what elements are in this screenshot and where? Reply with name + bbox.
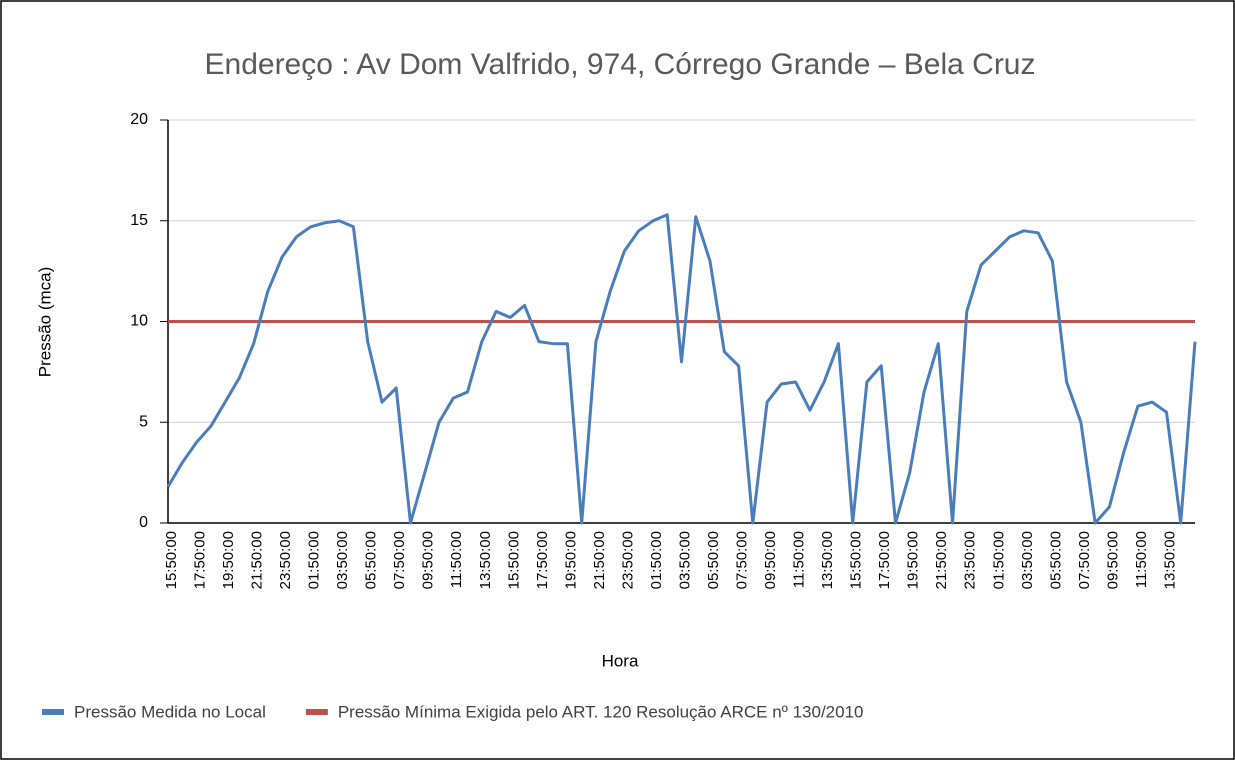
y-tick-label: 10 <box>130 313 148 330</box>
x-tick-label: 11:50:00 <box>448 531 465 588</box>
x-tick-label: 07:50:00 <box>391 531 408 589</box>
x-tick-label: 13:50:00 <box>477 531 494 589</box>
x-tick-label: 01:50:00 <box>648 531 665 589</box>
x-axis-label: Hora <box>602 651 639 670</box>
x-tick-label: 03:50:00 <box>1019 531 1036 589</box>
x-tick-label: 05:50:00 <box>705 531 722 589</box>
x-tick-label: 05:50:00 <box>1047 531 1064 589</box>
x-tick-label: 17:50:00 <box>534 531 551 589</box>
x-tick-label: 11:50:00 <box>1133 531 1150 588</box>
x-tick-label: 15:50:00 <box>505 531 522 589</box>
x-tick-label: 07:50:00 <box>1076 531 1093 589</box>
x-tick-label: 11:50:00 <box>791 531 808 588</box>
x-tick-label: 17:50:00 <box>876 531 893 589</box>
x-tick-label: 13:50:00 <box>1161 531 1178 589</box>
x-tick-label: 19:50:00 <box>220 531 237 589</box>
x-tick-label: 05:50:00 <box>363 531 380 589</box>
x-tick-label: 17:50:00 <box>191 531 208 589</box>
x-tick-label: 15:50:00 <box>848 531 865 589</box>
x-tick-label: 03:50:00 <box>334 531 351 589</box>
y-tick-label: 20 <box>130 111 148 128</box>
x-tick-label: 15:50:00 <box>163 531 180 589</box>
x-tick-label: 13:50:00 <box>819 531 836 589</box>
x-tick-label: 19:50:00 <box>905 531 922 589</box>
x-tick-label: 09:50:00 <box>762 531 779 589</box>
y-tick-label: 15 <box>130 212 148 229</box>
chart-title: Endereço : Av Dom Valfrido, 974, Córrego… <box>205 48 1036 81</box>
x-tick-label: 01:50:00 <box>306 531 323 589</box>
x-tick-label: 07:50:00 <box>734 531 751 589</box>
series-line <box>166 213 1197 525</box>
x-tick-label: 09:50:00 <box>1104 531 1121 589</box>
x-tick-label: 03:50:00 <box>676 531 693 589</box>
legend-swatch <box>42 709 64 715</box>
y-tick-label: 5 <box>139 413 148 430</box>
y-axis-label: Pressão (mca) <box>35 267 54 378</box>
x-tick-label: 19:50:00 <box>562 531 579 589</box>
x-tick-label: 21:50:00 <box>249 531 266 589</box>
legend-swatch <box>305 709 328 715</box>
x-tick-label: 09:50:00 <box>420 531 437 589</box>
x-tick-label: 23:50:00 <box>619 531 636 589</box>
x-tick-label: 23:50:00 <box>962 531 979 589</box>
x-tick-label: 21:50:00 <box>933 531 950 589</box>
x-tick-label: 21:50:00 <box>591 531 608 589</box>
x-tick-label: 23:50:00 <box>277 531 294 589</box>
legend-label: Pressão Medida no Local <box>74 702 266 721</box>
legend-label: Pressão Mínima Exigida pelo ART. 120 Res… <box>338 702 864 721</box>
x-tick-label: 01:50:00 <box>990 531 1007 589</box>
y-tick-label: 0 <box>139 514 148 531</box>
